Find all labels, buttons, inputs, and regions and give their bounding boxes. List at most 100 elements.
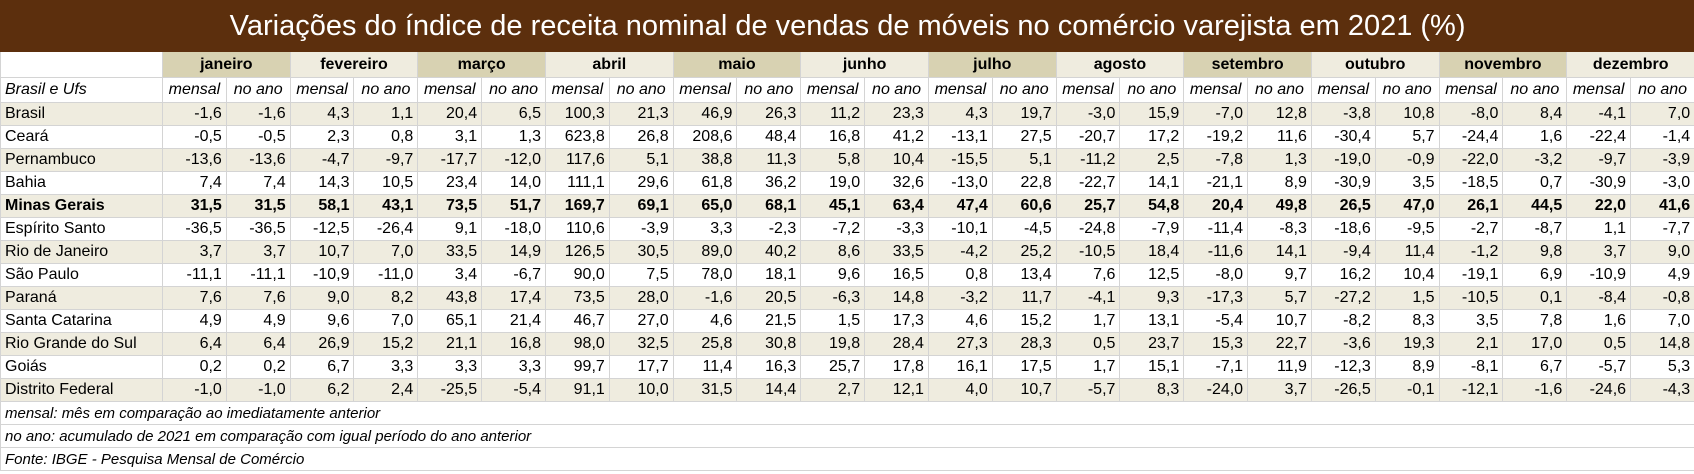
value-cell: 7,0 — [353, 309, 419, 333]
value-cell: 3,7 — [162, 240, 227, 264]
column-label: mensal — [672, 77, 738, 103]
value-cell: 5,3 — [1630, 355, 1694, 379]
value-cell: -12,1 — [1438, 378, 1504, 402]
column-label: no ano — [225, 77, 291, 103]
value-cell: -5,4 — [481, 378, 546, 402]
column-label: no ano — [1119, 77, 1185, 103]
value-cell: 4,6 — [672, 309, 738, 333]
value-cell: 99,7 — [544, 355, 610, 379]
value-cell: 0,8 — [927, 263, 993, 287]
data-row: São Paulo -11,1 -11,1 -10,9 -11,0 3,4 -6,7 90,0… — [0, 263, 1694, 287]
column-label: mensal — [1566, 77, 1632, 103]
value-cell: 5,7 — [1247, 286, 1312, 310]
value-cell: 41,2 — [864, 125, 929, 149]
value-cell: 17,0 — [1502, 332, 1568, 356]
value-cell: 0,8 — [353, 125, 419, 149]
value-cell: 12,8 — [1247, 102, 1312, 126]
value-cell: 32,5 — [608, 332, 674, 356]
value-cell: 90,0 — [544, 263, 610, 287]
value-cell: 14,8 — [864, 286, 929, 310]
value-cell: 31,5 — [672, 378, 738, 402]
value-cell: 11,9 — [1247, 355, 1312, 379]
value-cell: -19,0 — [1310, 148, 1376, 172]
value-cell: 17,8 — [864, 355, 929, 379]
value-cell: -0,8 — [1630, 286, 1694, 310]
month-header: abril — [544, 51, 674, 78]
value-cell: -5,7 — [1055, 378, 1121, 402]
value-cell: 5,8 — [800, 148, 866, 172]
value-cell: 19,8 — [800, 332, 866, 356]
value-cell: 30,5 — [608, 240, 674, 264]
value-cell: 1,5 — [800, 309, 866, 333]
value-cell: 25,2 — [991, 240, 1057, 264]
value-cell: 7,0 — [353, 240, 419, 264]
value-cell: -10,1 — [927, 217, 993, 241]
column-label: mensal — [927, 77, 993, 103]
value-cell: -4,7 — [289, 148, 355, 172]
value-cell: 22,8 — [991, 171, 1057, 195]
column-label: no ano — [1502, 77, 1568, 103]
value-cell: 16,3 — [736, 355, 802, 379]
value-cell: -22,4 — [1566, 125, 1632, 149]
value-cell: 89,0 — [672, 240, 738, 264]
value-cell: 4,9 — [1630, 263, 1694, 287]
value-cell: -25,5 — [417, 378, 483, 402]
value-cell: 117,6 — [544, 148, 610, 172]
value-cell: -8,3 — [1247, 217, 1312, 241]
value-cell: -13,0 — [927, 171, 993, 195]
value-cell: -11,1 — [225, 263, 291, 287]
value-cell: 8,3 — [1374, 309, 1440, 333]
value-cell: 23,4 — [417, 171, 483, 195]
value-cell: 9,1 — [417, 217, 483, 241]
column-label: no ano — [991, 77, 1057, 103]
column-label: mensal — [162, 77, 227, 103]
value-cell: -6,3 — [800, 286, 866, 310]
value-cell: -21,1 — [1183, 171, 1249, 195]
value-cell: 1,1 — [1566, 217, 1632, 241]
value-cell: -1,6 — [162, 102, 227, 126]
value-cell: 15,3 — [1183, 332, 1249, 356]
value-cell: 43,8 — [417, 286, 483, 310]
data-row: Brasil -1,6 -1,6 4,3 1,1 20,4 6,5 100,3 21,3 46,9… — [0, 102, 1694, 126]
column-label: no ano — [1247, 77, 1312, 103]
value-cell: 0,2 — [225, 355, 291, 379]
value-cell: 7,6 — [1055, 263, 1121, 287]
value-cell: -8,0 — [1438, 102, 1504, 126]
value-cell: 73,5 — [544, 286, 610, 310]
value-cell: -7,0 — [1183, 102, 1249, 126]
value-cell: 10,7 — [1247, 309, 1312, 333]
value-cell: 22,0 — [1566, 194, 1632, 218]
value-cell: -20,7 — [1055, 125, 1121, 149]
value-cell: 10,8 — [1374, 102, 1440, 126]
row-header: Brasil e Ufs — [0, 77, 163, 103]
value-cell: 25,8 — [672, 332, 738, 356]
value-cell: 28,0 — [608, 286, 674, 310]
value-cell: 110,6 — [544, 217, 610, 241]
column-label: mensal — [417, 77, 483, 103]
value-cell: 8,9 — [1374, 355, 1440, 379]
value-cell: -4,2 — [927, 240, 993, 264]
month-header: março — [417, 51, 546, 78]
value-cell: -1,6 — [1502, 378, 1568, 402]
value-cell: 1,6 — [1502, 125, 1568, 149]
value-cell: 65,0 — [672, 194, 738, 218]
note-row: mensal: mês em comparação ao imediatamen… — [0, 401, 1694, 425]
value-cell: 14,8 — [1630, 332, 1694, 356]
value-cell: -11,6 — [1183, 240, 1249, 264]
value-cell: 13,4 — [991, 263, 1057, 287]
value-cell: 40,2 — [736, 240, 802, 264]
value-cell: -3,8 — [1310, 102, 1376, 126]
value-cell: 10,4 — [1374, 263, 1440, 287]
value-cell: 19,3 — [1374, 332, 1440, 356]
value-cell: -1,6 — [225, 102, 291, 126]
month-header: fevereiro — [289, 51, 419, 78]
value-cell: 0,5 — [1055, 332, 1121, 356]
value-cell: -13,6 — [225, 148, 291, 172]
region-name: Bahia — [0, 171, 163, 195]
column-label: mensal — [544, 77, 610, 103]
value-cell: 46,9 — [672, 102, 738, 126]
value-cell: -0,5 — [162, 125, 227, 149]
value-cell: 1,7 — [1055, 309, 1121, 333]
value-cell: 11,4 — [672, 355, 738, 379]
region-name: Santa Catarina — [0, 309, 163, 333]
